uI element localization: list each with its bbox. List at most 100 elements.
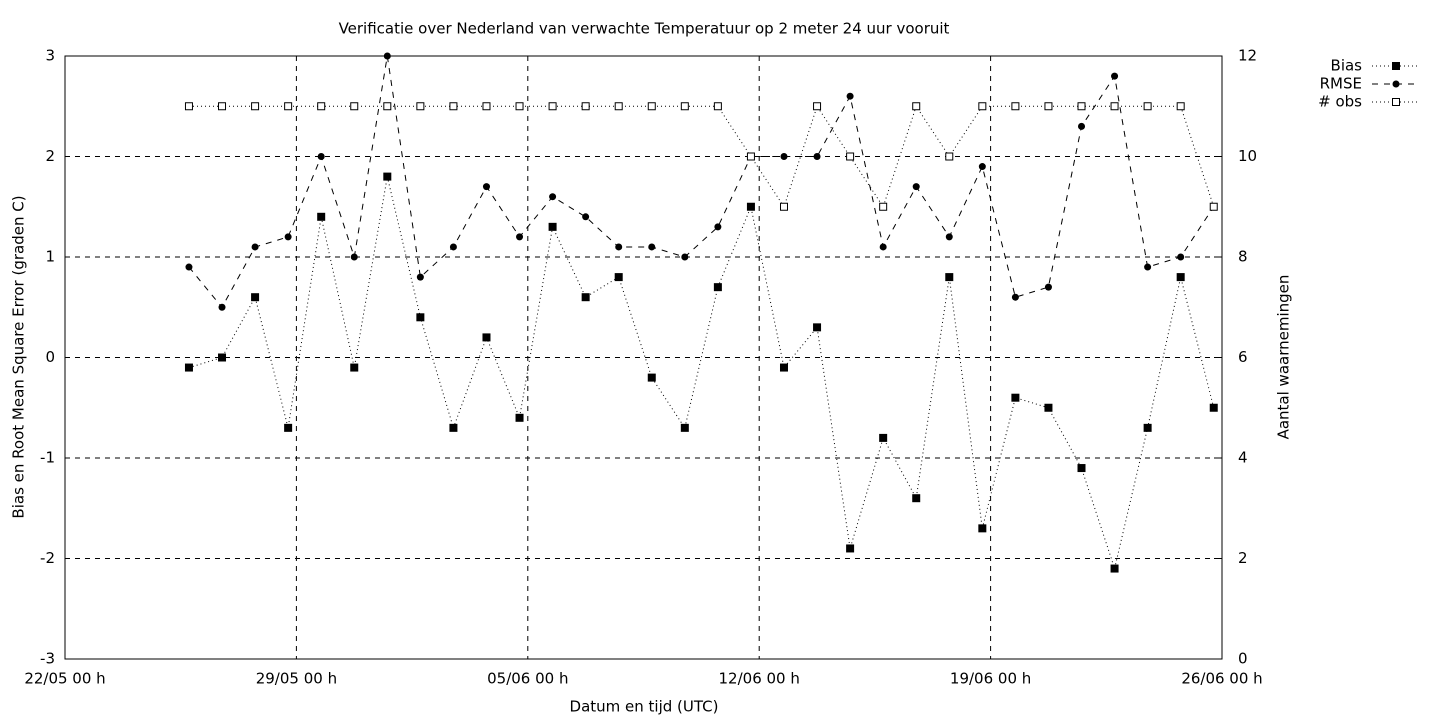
data-point: [251, 243, 259, 251]
data-point: [1110, 102, 1119, 111]
y-tick-label: 0: [45, 348, 55, 366]
data-point: [284, 102, 293, 111]
y2-tick-label: 6: [1238, 348, 1248, 366]
data-point: [416, 273, 424, 281]
data-point: [681, 253, 689, 261]
data-point: [1077, 102, 1086, 111]
data-point: [680, 423, 689, 432]
data-point: [515, 102, 524, 111]
data-point: [218, 353, 227, 362]
data-point: [582, 213, 590, 221]
data-point: [779, 202, 788, 211]
x-tick-label: 05/06 00 h: [487, 670, 568, 688]
data-point: [978, 102, 987, 111]
data-point: [647, 373, 656, 382]
data-point: [383, 52, 391, 60]
y-tick-label: -2: [40, 549, 55, 567]
y-tick-label: -3: [40, 650, 55, 668]
data-point: [482, 102, 491, 111]
data-point: [284, 233, 292, 241]
data-point: [350, 363, 359, 372]
data-point: [780, 153, 788, 160]
data-point: [350, 102, 359, 111]
data-point: [218, 102, 227, 111]
data-point: [383, 102, 392, 111]
data-point: [251, 293, 260, 302]
data-point: [416, 313, 425, 322]
data-point: [581, 293, 590, 302]
legend-label: # obs: [1318, 93, 1362, 111]
data-point: [1176, 273, 1185, 282]
data-point: [912, 102, 921, 111]
data-point: [1209, 202, 1218, 211]
data-point: [482, 333, 491, 342]
data-point: [284, 423, 293, 432]
data-point: [1078, 122, 1086, 130]
data-point: [647, 102, 656, 111]
data-point: [945, 152, 954, 161]
data-point: [614, 273, 623, 282]
data-point: [978, 524, 987, 533]
series-line: [189, 105, 1215, 208]
data-point: [846, 544, 855, 553]
data-point: [680, 102, 689, 111]
data-point: [614, 102, 623, 111]
data-point: [1011, 102, 1020, 111]
legend-marker: [1392, 98, 1400, 106]
y-axis-label: Bias en Root Mean Square Error (graden C…: [10, 195, 28, 518]
data-point: [251, 102, 260, 111]
x-axis-label: Datum en tijd (UTC): [570, 698, 719, 716]
data-point: [978, 163, 986, 171]
data-point: [615, 243, 623, 251]
data-point: [813, 153, 821, 160]
data-point: [1110, 564, 1119, 573]
data-point: [549, 193, 557, 201]
data-point: [1044, 102, 1053, 111]
data-point: [449, 423, 458, 432]
data-point: [317, 102, 326, 111]
legend-marker: [1392, 80, 1400, 88]
data-point: [1044, 403, 1053, 412]
data-point: [945, 273, 954, 282]
y2-tick-label: 4: [1238, 449, 1248, 467]
data-point: [449, 102, 458, 111]
data-point: [713, 102, 722, 111]
data-point: [184, 363, 193, 372]
y2-axis-label: Aantal waarnemingen: [1275, 275, 1293, 440]
data-point: [648, 243, 656, 251]
data-point: [912, 494, 921, 503]
data-point: [879, 202, 888, 211]
data-point: [1143, 102, 1152, 111]
y2-tick-label: 8: [1238, 248, 1248, 266]
data-point: [548, 222, 557, 231]
data-point: [846, 92, 854, 100]
y-tick-label: -1: [40, 449, 55, 467]
x-tick-label: 19/06 00 h: [950, 670, 1031, 688]
data-point: [317, 212, 326, 221]
data-point: [416, 102, 425, 111]
y2-tick-label: 10: [1238, 147, 1257, 165]
y2-tick-label: 12: [1238, 47, 1257, 65]
data-point: [1111, 72, 1119, 80]
data-point: [945, 233, 953, 241]
data-point: [516, 233, 524, 241]
data-point: [184, 102, 193, 111]
data-point: [350, 253, 358, 261]
y-tick-label: 1: [45, 248, 55, 266]
data-point: [1143, 423, 1152, 432]
data-point: [713, 283, 722, 292]
data-point: [581, 102, 590, 111]
data-point: [879, 433, 888, 442]
data-point: [218, 303, 226, 311]
x-tick-label: 29/05 00 h: [256, 670, 337, 688]
y2-tick-label: 2: [1238, 549, 1248, 567]
data-point: [1011, 393, 1020, 402]
data-point: [912, 183, 920, 191]
data-point: [779, 363, 788, 372]
data-point: [813, 323, 822, 332]
legend-label: RMSE: [1320, 75, 1362, 93]
data-point: [813, 102, 822, 111]
legend-label: Bias: [1331, 57, 1363, 75]
data-point: [1044, 283, 1052, 291]
